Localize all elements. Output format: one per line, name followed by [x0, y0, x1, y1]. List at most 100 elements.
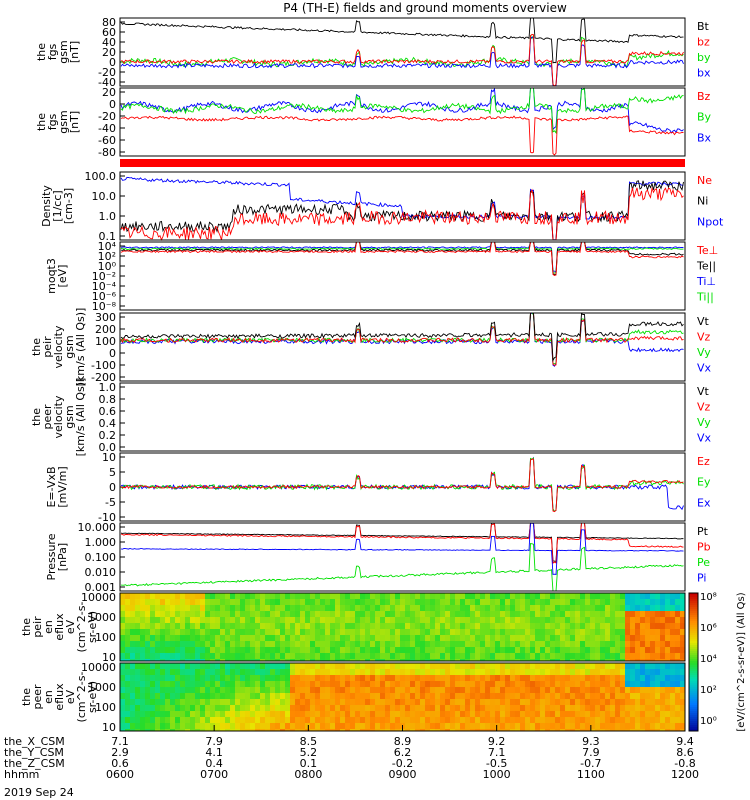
spectrogram-cell: [675, 623, 681, 630]
spectrogram-cell: [530, 593, 536, 600]
spectrogram-cell: [485, 711, 491, 718]
xaxis-row-label: the_X_CSM: [4, 735, 65, 748]
spectrogram-cell: [400, 675, 406, 682]
spectrogram-cell: [200, 699, 206, 706]
spectrogram-cell: [675, 687, 681, 694]
spectrogram-cell: [515, 611, 521, 618]
spectrogram-cell: [495, 641, 501, 648]
spectrogram-cell: [435, 659, 441, 662]
spectrogram-cell: [530, 629, 536, 636]
spectrogram-cell: [580, 723, 586, 730]
spectrogram-cell: [385, 629, 391, 636]
spectrogram-cell: [510, 653, 516, 660]
ylabel-line: fgs: [46, 113, 59, 130]
spectrogram-cell: [180, 717, 186, 724]
spectrogram-cell: [525, 635, 531, 642]
spectrogram-cell: [600, 699, 606, 706]
ytick-label: 0: [109, 347, 116, 360]
spectrogram-cell: [390, 647, 396, 654]
spectrogram-cell: [600, 711, 606, 718]
spectrogram-cell: [310, 699, 316, 706]
spectrogram-cell: [495, 699, 501, 706]
spectrogram-cell: [350, 663, 356, 670]
spectrogram-cell: [535, 687, 541, 694]
spectrogram-cell: [295, 599, 301, 606]
spectrogram-cell: [320, 693, 326, 700]
spectrogram-cell: [455, 635, 461, 642]
spectrogram-cell: [225, 669, 231, 676]
spectrogram-cell: [615, 653, 621, 660]
colorbar-swatch: [689, 683, 698, 686]
spectrogram-cell: [375, 729, 381, 732]
spectrogram-cell: [575, 611, 581, 618]
spectrogram-cell: [300, 675, 306, 682]
spectrogram-cell: [500, 611, 506, 618]
spectrogram-cell: [370, 681, 376, 688]
spectrogram-cell: [230, 635, 236, 642]
spectrogram-cell: [510, 635, 516, 642]
spectrogram-cell: [390, 593, 396, 600]
spectrogram-cell: [465, 699, 471, 706]
spectrogram-cell: [475, 711, 481, 718]
spectrogram-cell: [290, 681, 296, 688]
spectrogram-cell: [580, 629, 586, 636]
panel-frame: [119, 452, 686, 522]
spectrogram-cell: [225, 705, 231, 712]
spectrogram-cell: [360, 653, 366, 660]
spectrogram-cell: [180, 699, 186, 706]
spectrogram-cell: [635, 699, 641, 706]
spectrogram-cell: [640, 675, 646, 682]
spectrogram-cell: [315, 611, 321, 618]
spectrogram-cell: [220, 623, 226, 630]
spectrogram-cell: [505, 659, 511, 662]
spectrogram-cell: [325, 693, 331, 700]
spectrogram-cell: [525, 705, 531, 712]
spectrogram-cell: [260, 717, 266, 724]
spectrogram-cell: [210, 623, 216, 630]
spectrogram-cell: [305, 687, 311, 694]
spectrogram-cell: [165, 641, 171, 648]
spectrogram-cell: [160, 711, 166, 718]
spectrogram-cell: [395, 653, 401, 660]
spectrogram-cell: [300, 635, 306, 642]
spectrogram-cell: [415, 599, 421, 606]
spectrogram-cell: [665, 641, 671, 648]
spectrogram-cell: [620, 717, 626, 724]
ytick-label: 1.000: [85, 536, 117, 549]
series-Te-perp: [120, 241, 684, 277]
spectrogram-cell: [160, 687, 166, 694]
spectrogram-cell: [355, 687, 361, 694]
spectrogram-cell: [530, 623, 536, 630]
spectrogram-cell: [200, 729, 206, 732]
legend-Npot: Npot: [697, 215, 724, 228]
spectrogram-cell: [155, 705, 161, 712]
spectrogram-cell: [655, 641, 661, 648]
spectrogram-cell: [640, 711, 646, 718]
spectrogram-cell: [625, 723, 631, 730]
ylabel-line: [1/cc]: [51, 190, 64, 221]
spectrogram-cell: [455, 693, 461, 700]
spectrogram-cell: [680, 711, 686, 718]
spectrogram-cell: [255, 647, 261, 654]
spectrogram-cell: [235, 693, 241, 700]
spectrogram-cell: [650, 711, 656, 718]
legend-Pb: Pb: [697, 541, 711, 554]
spectrogram-cell: [500, 629, 506, 636]
spectrogram-cell: [270, 659, 276, 662]
spectrogram-cell: [665, 623, 671, 630]
spectrogram-cell: [670, 699, 676, 706]
spectrogram-cell: [675, 635, 681, 642]
spectrogram-cell: [245, 605, 251, 612]
spectrogram-cell: [275, 699, 281, 706]
spectrogram-cell: [605, 717, 611, 724]
spectrogram-cell: [330, 623, 336, 630]
spectrogram-cell: [310, 705, 316, 712]
spectrogram-cell: [670, 705, 676, 712]
spectrogram-cell: [200, 681, 206, 688]
spectrogram-cell: [180, 711, 186, 718]
spectrogram-cell: [515, 653, 521, 660]
spectrogram-cell: [225, 729, 231, 732]
spectrogram-cell: [235, 623, 241, 630]
spectrogram-cell: [390, 675, 396, 682]
spectrogram-cell: [145, 705, 151, 712]
